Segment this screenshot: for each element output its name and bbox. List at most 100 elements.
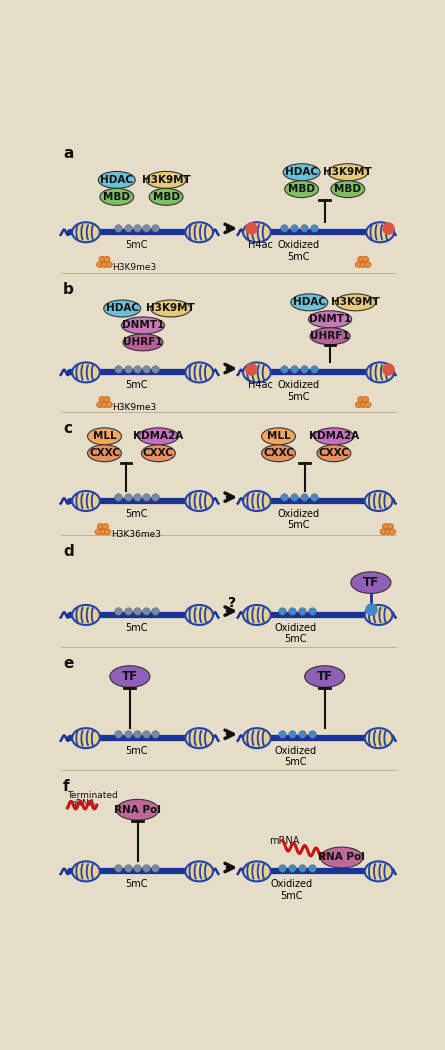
Ellipse shape [365, 728, 392, 749]
Ellipse shape [262, 445, 295, 462]
Ellipse shape [243, 728, 271, 749]
Text: RNA Pol: RNA Pol [114, 804, 161, 815]
Text: KDMA2A: KDMA2A [309, 432, 359, 441]
Ellipse shape [101, 261, 108, 268]
Ellipse shape [97, 261, 103, 268]
Ellipse shape [100, 529, 106, 534]
Ellipse shape [110, 666, 150, 688]
Text: MLL: MLL [93, 432, 116, 441]
Ellipse shape [291, 294, 328, 311]
Ellipse shape [362, 397, 368, 402]
Ellipse shape [362, 256, 368, 261]
Ellipse shape [95, 529, 101, 534]
Ellipse shape [99, 256, 105, 261]
Ellipse shape [138, 427, 178, 445]
Text: UHRF1: UHRF1 [123, 337, 163, 348]
Ellipse shape [308, 311, 352, 328]
Ellipse shape [105, 529, 111, 534]
Ellipse shape [151, 300, 191, 317]
Ellipse shape [185, 491, 213, 511]
Text: KDMA2A: KDMA2A [133, 432, 183, 441]
Ellipse shape [100, 188, 134, 206]
Ellipse shape [320, 847, 363, 868]
Ellipse shape [72, 728, 100, 749]
Ellipse shape [117, 799, 159, 820]
Ellipse shape [121, 317, 165, 334]
Ellipse shape [365, 402, 371, 407]
Ellipse shape [243, 362, 271, 382]
Ellipse shape [185, 861, 213, 881]
Ellipse shape [185, 728, 213, 749]
Text: Oxidized
5mC: Oxidized 5mC [275, 746, 316, 768]
Ellipse shape [262, 427, 295, 445]
Ellipse shape [243, 605, 271, 625]
Ellipse shape [106, 261, 112, 268]
Ellipse shape [142, 445, 175, 462]
Text: Oxidized
5mC: Oxidized 5mC [271, 879, 313, 901]
Text: CXXC: CXXC [319, 448, 349, 458]
Ellipse shape [243, 223, 271, 243]
Ellipse shape [99, 397, 105, 402]
Ellipse shape [102, 524, 108, 529]
Ellipse shape [146, 171, 186, 188]
Ellipse shape [328, 164, 368, 181]
Text: RNA Pol: RNA Pol [318, 853, 365, 862]
Ellipse shape [380, 529, 386, 534]
Ellipse shape [72, 362, 100, 382]
Ellipse shape [97, 402, 103, 407]
Text: ?: ? [228, 595, 236, 610]
Ellipse shape [88, 427, 121, 445]
Text: H3K9MT: H3K9MT [331, 297, 380, 308]
Text: MBD: MBD [103, 192, 130, 202]
Text: 5mC: 5mC [125, 623, 148, 633]
Ellipse shape [98, 171, 135, 188]
Text: HDAC: HDAC [106, 303, 139, 314]
Ellipse shape [382, 524, 388, 529]
Text: 5mC: 5mC [125, 380, 148, 391]
Text: H3K36me3: H3K36me3 [111, 530, 161, 540]
Text: 5mC: 5mC [125, 879, 148, 889]
Ellipse shape [104, 397, 110, 402]
Text: d: d [63, 544, 74, 559]
Ellipse shape [285, 181, 319, 197]
Text: Oxidized
5mC: Oxidized 5mC [275, 623, 316, 645]
Text: c: c [63, 421, 72, 436]
Text: e: e [63, 656, 73, 671]
Text: H3K9me3: H3K9me3 [112, 264, 157, 272]
Text: H3K9MT: H3K9MT [146, 303, 195, 314]
Ellipse shape [365, 861, 392, 881]
Text: Oxidized
5mC: Oxidized 5mC [277, 508, 320, 530]
Ellipse shape [185, 223, 213, 243]
Ellipse shape [365, 491, 392, 511]
Ellipse shape [351, 572, 391, 593]
Text: H3K9me3: H3K9me3 [112, 403, 157, 413]
Text: CXXC: CXXC [89, 448, 120, 458]
Ellipse shape [358, 256, 364, 261]
Text: MLL: MLL [267, 432, 290, 441]
Ellipse shape [283, 164, 320, 181]
Ellipse shape [336, 294, 376, 311]
Ellipse shape [149, 188, 183, 206]
Text: TF: TF [363, 576, 379, 589]
Ellipse shape [358, 397, 364, 402]
Ellipse shape [104, 300, 141, 317]
Ellipse shape [104, 256, 110, 261]
Ellipse shape [72, 605, 100, 625]
Text: Terminated: Terminated [68, 792, 118, 800]
Text: TF: TF [317, 670, 333, 684]
Text: H4ac: H4ac [248, 240, 273, 250]
Text: UHRF1: UHRF1 [310, 331, 350, 341]
Text: a: a [63, 146, 73, 161]
Ellipse shape [331, 181, 365, 197]
Ellipse shape [385, 529, 391, 534]
Ellipse shape [106, 402, 112, 407]
Ellipse shape [365, 261, 371, 268]
Text: 5mC: 5mC [125, 240, 148, 250]
Text: b: b [63, 282, 74, 297]
Ellipse shape [365, 605, 392, 625]
Ellipse shape [360, 402, 366, 407]
Ellipse shape [97, 524, 104, 529]
Ellipse shape [243, 491, 271, 511]
Text: DNMT1: DNMT1 [122, 320, 164, 331]
Text: DNMT1: DNMT1 [309, 314, 351, 324]
